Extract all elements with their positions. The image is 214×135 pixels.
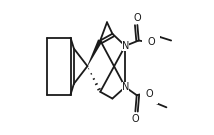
Text: O: O	[134, 13, 141, 23]
Text: O: O	[145, 89, 153, 99]
Text: N: N	[122, 82, 129, 92]
Text: N: N	[122, 41, 129, 51]
Text: O: O	[132, 114, 139, 124]
Polygon shape	[87, 39, 103, 66]
Text: O: O	[147, 37, 155, 47]
